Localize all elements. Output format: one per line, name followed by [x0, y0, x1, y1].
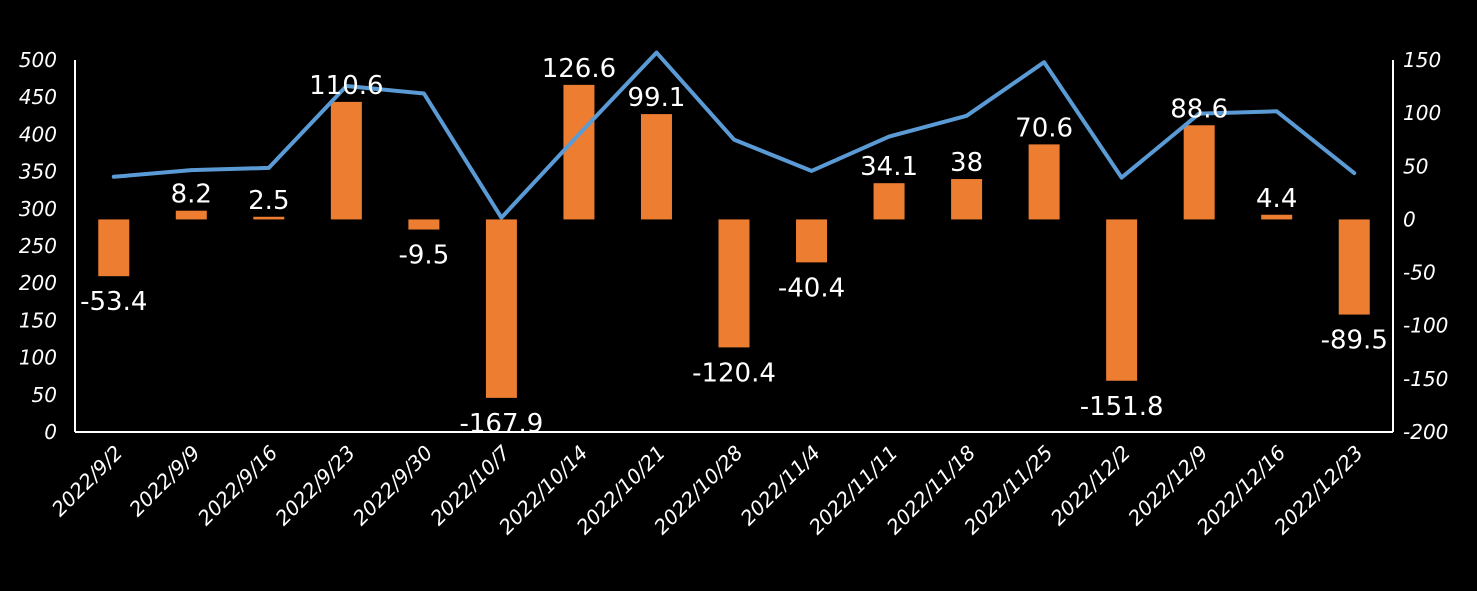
bar: [563, 84, 595, 220]
right-tick-label: 150: [1403, 48, 1441, 72]
bar: [1261, 214, 1293, 220]
bar: [873, 183, 905, 220]
right-axis-ticks: -200 -150 -100 -50 0 50 100 150: [1403, 48, 1448, 444]
left-tick-label: 350: [19, 160, 57, 184]
bar-data-label: 8.2: [171, 180, 212, 210]
right-tick-label: 50: [1403, 154, 1428, 178]
bar: [1028, 144, 1060, 220]
x-tick-label: 2022/9/9: [124, 441, 204, 521]
bar-data-label: 34.1: [860, 152, 918, 182]
bar-data-label: -53.4: [80, 287, 147, 317]
left-tick-label: 400: [19, 122, 57, 146]
x-tick-label: 2022/12/2: [1046, 441, 1135, 530]
bar-data-label: 4.4: [1256, 184, 1297, 214]
bar: [718, 219, 750, 348]
x-axis-ticks: 2022/9/22022/9/92022/9/162022/9/232022/9…: [47, 440, 1368, 539]
bar-data-label: 70.6: [1015, 113, 1073, 143]
bar: [408, 219, 440, 230]
bar: [485, 219, 517, 398]
bar: [1338, 219, 1370, 315]
right-tick-label: -100: [1403, 314, 1448, 338]
bar: [175, 210, 207, 220]
left-tick-label: 450: [19, 85, 57, 109]
left-tick-label: 0: [44, 420, 57, 444]
bar-data-label: 38: [950, 148, 983, 178]
bar: [640, 114, 672, 220]
left-tick-label: 50: [32, 383, 57, 407]
left-tick-label: 250: [19, 234, 57, 258]
bar: [253, 216, 285, 220]
bar-data-label: -40.4: [778, 273, 845, 303]
right-tick-label: -200: [1403, 420, 1448, 444]
bar: [951, 179, 983, 220]
right-tick-label: 0: [1403, 207, 1416, 231]
bar-data-label: 126.6: [542, 54, 616, 84]
bar: [1106, 219, 1138, 381]
x-tick-label: 2022/9/23: [270, 441, 359, 530]
bar: [330, 101, 362, 220]
line-path: [111, 50, 1357, 220]
left-axis-ticks: 0 50 100 150 200 250 300 350 400 450 500: [19, 48, 57, 444]
bar-data-label: -151.8: [1080, 392, 1164, 422]
line-series: [111, 50, 1357, 220]
left-tick-label: 100: [19, 346, 57, 370]
right-tick-label: -50: [1403, 261, 1436, 285]
bar-data-label: 88.6: [1170, 94, 1228, 124]
bar-data-label: -120.4: [692, 358, 776, 388]
bar-data-label: 2.5: [248, 186, 289, 216]
right-tick-label: 100: [1403, 101, 1441, 125]
left-tick-label: 150: [19, 308, 57, 332]
bar: [98, 219, 130, 277]
left-tick-label: 500: [19, 48, 57, 72]
bar-data-label: -89.5: [1321, 326, 1388, 356]
bar-data-label: 110.6: [309, 71, 383, 101]
x-tick-label: 2022/9/30: [348, 441, 437, 530]
x-tick-label: 2022/9/2: [47, 441, 127, 521]
bar-data-label: -9.5: [399, 241, 450, 271]
right-tick-label: -150: [1403, 367, 1448, 391]
bar-data-label: -167.9: [459, 409, 543, 439]
bar-series: [98, 84, 1370, 398]
left-tick-label: 200: [19, 271, 57, 295]
data-labels: -53.4 8.2 2.5 110.6 -9.5 -167.9 126.6 99.1 -120.…: [80, 54, 1388, 439]
bar: [1183, 125, 1215, 220]
left-tick-label: 300: [19, 197, 57, 221]
bar-data-label: 99.1: [628, 83, 686, 113]
x-tick-label: 2022/9/16: [193, 441, 282, 530]
bar: [796, 219, 828, 263]
